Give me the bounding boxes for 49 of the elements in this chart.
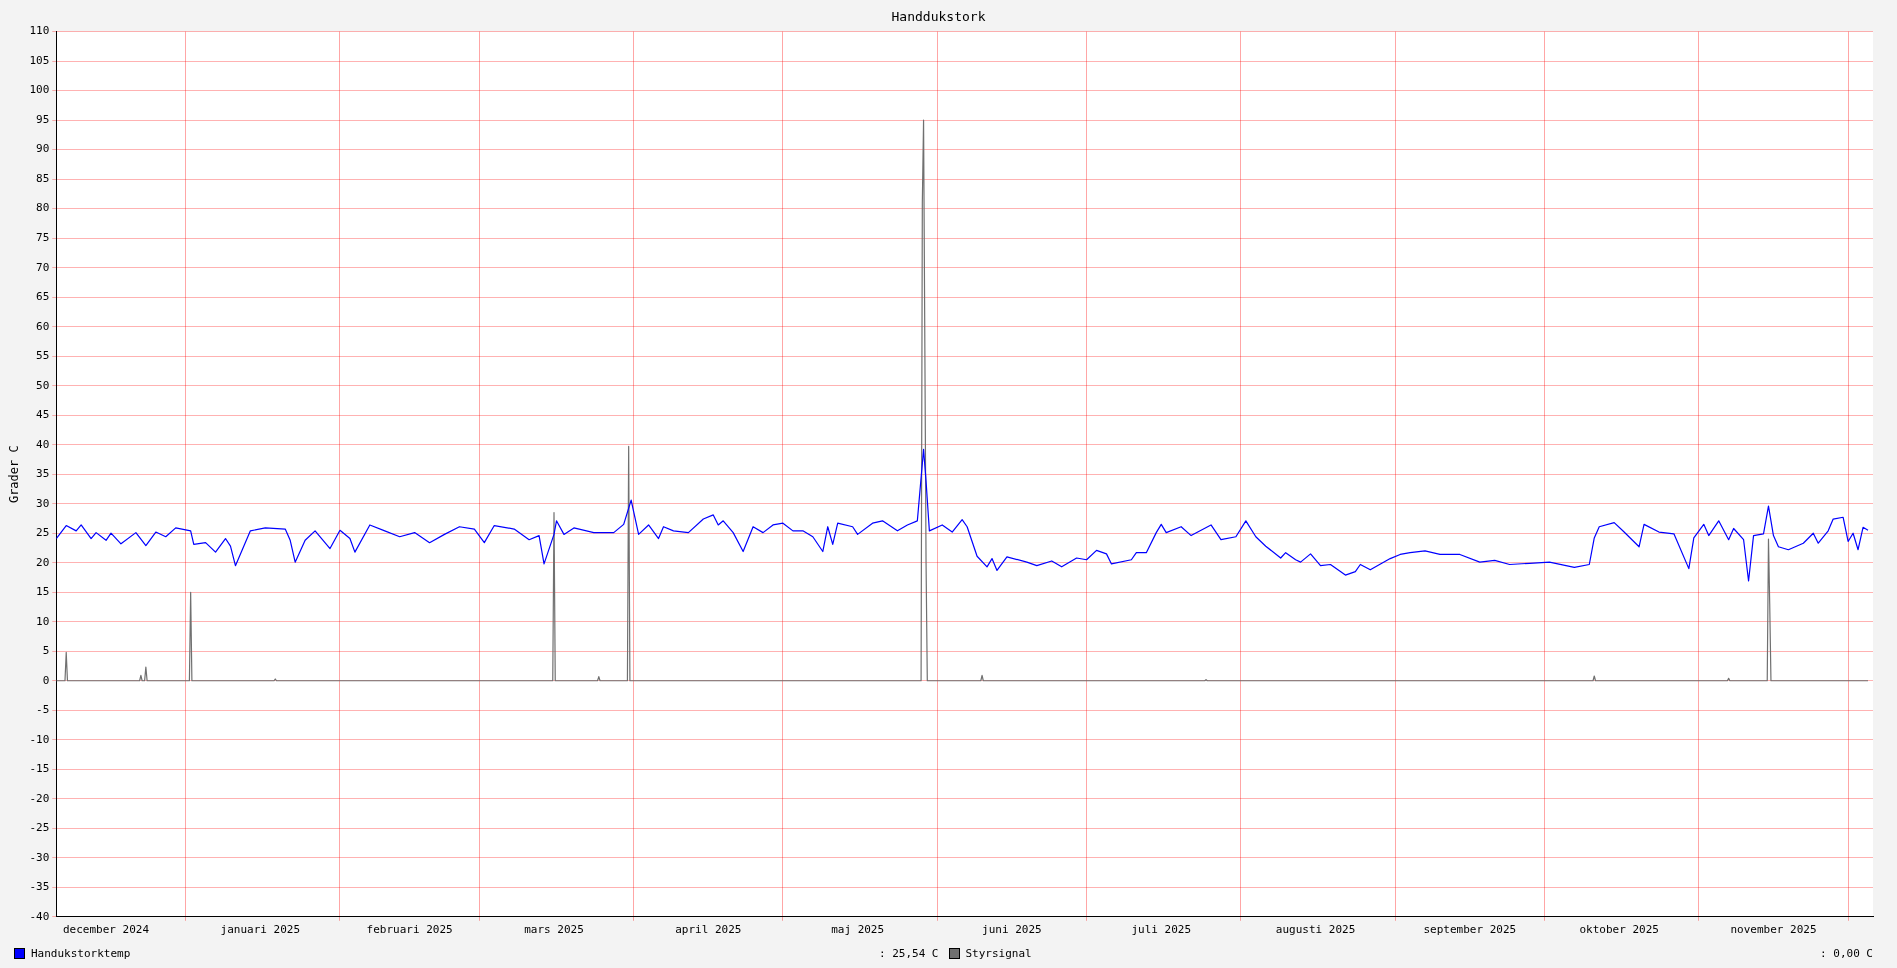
y-axis-title: Grader C xyxy=(7,445,22,504)
text: : 0,00 C xyxy=(1820,946,1873,960)
y-tick-label: 70 xyxy=(36,260,50,274)
y-tick-label: -40 xyxy=(29,909,50,923)
x-tick-label: december 2024 xyxy=(62,923,150,937)
x-tick-label: januari 2025 xyxy=(220,923,301,937)
legend-label: Styrsignal xyxy=(964,946,1032,960)
y-tick-label: -30 xyxy=(29,850,50,864)
x-tick-label: augusti 2025 xyxy=(1275,923,1356,937)
y-tick-label: 50 xyxy=(36,378,50,392)
x-tick-label: november 2025 xyxy=(1730,923,1817,937)
y-tick-label: 95 xyxy=(36,112,50,126)
y-tick-label: 65 xyxy=(36,290,50,304)
y-tick-label: -25 xyxy=(29,821,50,835)
x-tick-label: maj 2025 xyxy=(831,923,885,937)
y-tick-label: 75 xyxy=(36,231,50,245)
y-tick-label: 55 xyxy=(36,349,50,363)
y-tick-label: 35 xyxy=(36,467,50,481)
y-tick-label: 100 xyxy=(29,83,50,97)
y-tick-label: 80 xyxy=(36,201,50,215)
y-tick-label: 0 xyxy=(42,673,50,687)
text: : 25,54 C xyxy=(878,946,939,960)
y-tick-label: 90 xyxy=(36,142,50,156)
y-tick-label: 5 xyxy=(42,644,50,658)
y-tick-label: 110 xyxy=(29,24,50,38)
y-tick-label: -15 xyxy=(29,762,50,776)
x-tick-label: juli 2025 xyxy=(1131,923,1192,937)
chart-title: Handdukstork xyxy=(891,9,986,25)
x-tick-label: april 2025 xyxy=(675,923,742,937)
y-tick-label: 15 xyxy=(36,585,50,599)
y-tick-label: 40 xyxy=(36,437,50,451)
y-tick-label: 30 xyxy=(36,496,50,510)
y-tick-label: -10 xyxy=(29,732,50,746)
y-tick-label: 60 xyxy=(36,319,50,333)
y-tick-label: 45 xyxy=(36,408,50,422)
x-tick-label: september 2025 xyxy=(1423,923,1517,937)
x-tick-label: juni 2025 xyxy=(982,923,1042,937)
y-tick-label: 25 xyxy=(36,526,50,540)
x-tick-label: mars 2025 xyxy=(524,923,584,937)
y-tick-label: 105 xyxy=(29,53,50,67)
y-tick-label: -35 xyxy=(29,880,50,894)
y-tick-label: -20 xyxy=(29,791,50,805)
legend-label: Handukstorktemp xyxy=(30,946,131,960)
x-tick-label: februari 2025 xyxy=(366,923,453,937)
y-tick-label: 20 xyxy=(36,555,50,569)
y-tick-label: -5 xyxy=(36,703,50,717)
x-tick-label: oktober 2025 xyxy=(1579,923,1659,937)
y-tick-label: 85 xyxy=(36,171,50,185)
y-tick-label: 10 xyxy=(36,614,50,628)
